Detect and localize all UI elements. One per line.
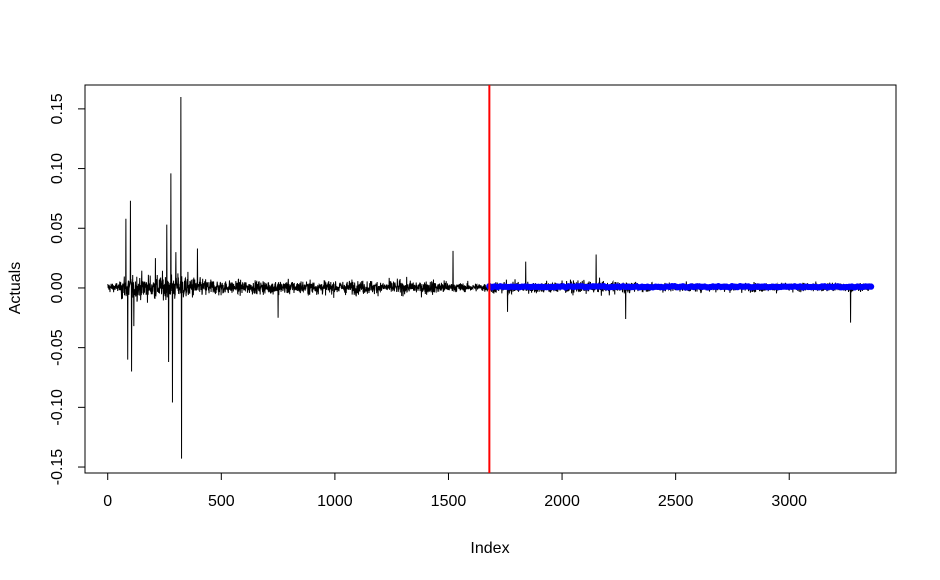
x-tick-label: 500	[208, 493, 235, 510]
y-tick-label: 0.10	[49, 153, 66, 184]
plot-frame	[84, 84, 897, 474]
y-tick-label: 0.15	[49, 93, 66, 124]
x-axis: 0 500 1000 1500 2000 2500 3000	[103, 472, 807, 510]
y-tick-label: 0.05	[49, 213, 66, 244]
x-tick-label: 3000	[771, 493, 807, 510]
y-tick-label: 0.00	[49, 272, 66, 303]
y-tick-label: -0.10	[49, 389, 66, 426]
x-tick-label: 2500	[658, 493, 694, 510]
x-tick-label: 0	[103, 493, 112, 510]
series-fitted	[486, 282, 875, 291]
y-tick-label: -0.05	[49, 329, 66, 366]
x-axis-label: Index	[470, 540, 509, 557]
x-tick-label: 1000	[317, 493, 353, 510]
y-axis-label: Actuals	[7, 262, 24, 314]
x-tick-label: 2000	[544, 493, 580, 510]
fitted-point	[867, 283, 875, 290]
x-tick-label: 1500	[431, 493, 467, 510]
y-axis: -0.15 -0.10 -0.05 0.00 0.05 0.10 0.15	[49, 93, 86, 486]
y-tick-label: -0.15	[49, 449, 66, 486]
